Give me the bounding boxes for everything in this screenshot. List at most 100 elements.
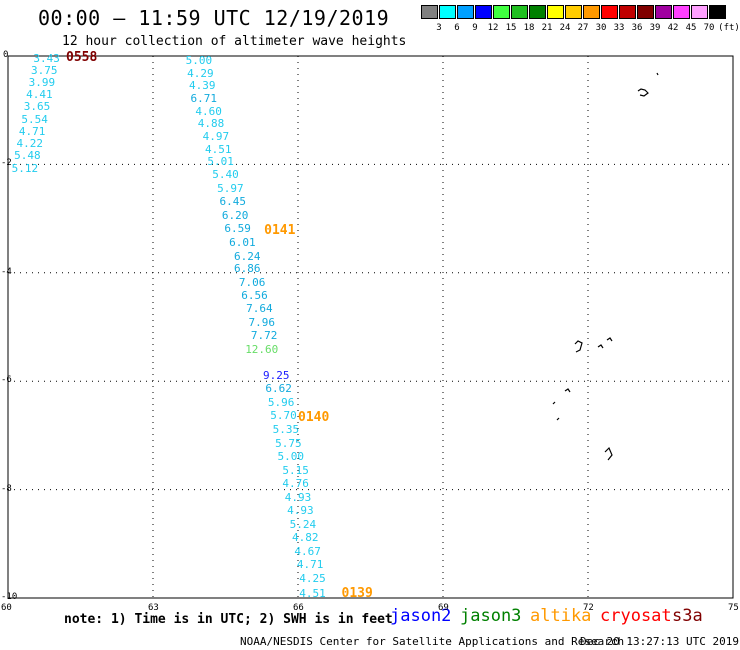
color-legend: 3 6 9 12 15 18 21 24 27 30 33 36 39 42 45 70 (ft) — [421, 5, 740, 35]
footer-note: note: 1) Time is in UTC; 2) SWH is in fe… — [64, 612, 393, 627]
legend-swatch — [583, 5, 600, 19]
credit-line: NOAA/NESDIS Center for Satellite Applica… — [240, 635, 625, 648]
wave-height-value: 7.64 — [246, 302, 273, 316]
wave-height-value: 4.71 — [18, 124, 46, 138]
legend-swatch — [709, 5, 726, 19]
wave-height-value: 6.59 — [224, 222, 251, 236]
wave-height-value: 4.76 — [282, 477, 309, 491]
wave-height-value: 4.88 — [197, 117, 225, 131]
wave-height-value: 5.40 — [212, 168, 239, 182]
legend-unit: (ft) — [718, 23, 740, 33]
legend-swatch — [619, 5, 636, 19]
map-frame — [7, 55, 734, 599]
legend-label: 6 — [454, 23, 460, 33]
legend-label: 18 — [523, 23, 535, 33]
wave-height-value: 6.24 — [234, 249, 261, 263]
latitude-tick-label: -6 — [1, 375, 12, 386]
longitude-tick-label: 69 — [438, 603, 449, 613]
satellite-label-jason2: jason2 — [390, 606, 452, 626]
wave-height-value: 4.97 — [202, 130, 230, 144]
legend-label: 36 — [631, 23, 643, 33]
legend-swatch — [457, 5, 474, 19]
pass-time-label: 0558 — [66, 49, 98, 65]
legend-swatch — [601, 5, 618, 19]
wave-height-value: 5.12 — [11, 161, 39, 175]
longitude-tick-label: 63 — [148, 603, 159, 613]
generation-timestamp: Dec 20 13:27:13 UTC 2019 — [580, 635, 739, 648]
wave-height-value: 4.39 — [189, 79, 216, 93]
legend-label: 70 — [703, 23, 715, 33]
wave-height-value: 4.51 — [205, 142, 232, 156]
legend-label: 3 — [436, 23, 442, 33]
wave-height-value: 7.06 — [238, 275, 266, 289]
longitude-tick-label: 72 — [583, 603, 594, 613]
wave-height-value: 5.70 — [270, 409, 297, 423]
legend-label: 15 — [505, 23, 517, 33]
longitude-tick-label: 60 — [1, 603, 12, 613]
wave-height-value: 4.67 — [294, 544, 321, 558]
legend-swatch — [655, 5, 672, 19]
wave-height-value: 4.25 — [299, 572, 326, 586]
longitude-tick-label: 66 — [293, 603, 304, 613]
legend-label: 39 — [649, 23, 661, 33]
wave-height-value: 7.72 — [250, 329, 278, 343]
wave-height-value: 6.01 — [229, 235, 256, 249]
legend-swatch — [511, 5, 528, 19]
legend-swatch — [529, 5, 546, 19]
legend-swatch — [475, 5, 492, 19]
legend-swatch — [691, 5, 708, 19]
wave-height-value: 5.54 — [21, 112, 48, 126]
legend-swatch — [673, 5, 690, 19]
pass-time-label: 0140 — [298, 409, 330, 425]
latitude-tick-label: -2 — [1, 158, 12, 169]
legend-swatch — [439, 5, 456, 19]
wave-height-value: 4.93 — [287, 504, 314, 518]
island-outline — [574, 340, 583, 353]
satellite-label-cryosat: cryosat — [600, 606, 672, 626]
legend-label: 42 — [667, 23, 679, 33]
legend-label: 21 — [541, 23, 553, 33]
wave-height-value: 6.71 — [190, 92, 218, 106]
wave-height-value: 5.00 — [277, 450, 305, 464]
legend-swatch — [565, 5, 582, 19]
wave-height-value: 5.96 — [267, 395, 295, 409]
wave-height-value: 3.43 — [33, 51, 60, 65]
wave-height-value: 5.15 — [282, 463, 309, 477]
wave-height-value: 7.96 — [248, 315, 276, 329]
longitude-tick-label: 75 — [728, 603, 739, 613]
wave-height-value: 4.22 — [16, 136, 44, 150]
island-outline — [597, 344, 604, 349]
satellite-label-s3a: s3a — [672, 606, 703, 626]
island-outline — [604, 446, 613, 461]
island-outline — [606, 337, 613, 342]
wave-height-value: 5.35 — [272, 422, 300, 436]
wave-height-value: 6.45 — [219, 195, 247, 209]
wave-height-value: 4.60 — [195, 104, 222, 118]
wave-height-value: 12.60 — [245, 342, 279, 356]
wave-height-value: 6.62 — [265, 382, 292, 396]
legend-label: 12 — [487, 23, 499, 33]
wave-height-value: 5.48 — [14, 149, 41, 163]
wave-height-value: 3.99 — [28, 76, 56, 90]
wave-height-value: 5.75 — [275, 436, 302, 450]
legend-label: 9 — [472, 23, 478, 33]
wave-height-value: 4.41 — [26, 88, 53, 102]
legend-label: 30 — [595, 23, 607, 33]
wave-height-value: 5.24 — [289, 517, 317, 531]
satellite-label-jason3: jason3 — [460, 606, 522, 626]
legend-label: 24 — [559, 23, 571, 33]
pass-time-label: 0139 — [341, 585, 373, 601]
latitude-tick-label: 0 — [3, 50, 9, 60]
legend-swatch — [493, 5, 510, 19]
wave-height-value: 5.00 — [185, 54, 213, 68]
wave-height-value: 3.75 — [31, 63, 58, 77]
pass-time-label: 0141 — [264, 222, 296, 238]
latitude-tick-label: -10 — [1, 592, 18, 602]
legend-label: 45 — [685, 23, 697, 33]
legend-swatch — [421, 5, 438, 19]
wave-height-value: 3.65 — [23, 100, 51, 114]
island-outline — [556, 417, 560, 421]
wave-height-value: 4.82 — [292, 531, 319, 545]
legend-swatch — [637, 5, 654, 19]
